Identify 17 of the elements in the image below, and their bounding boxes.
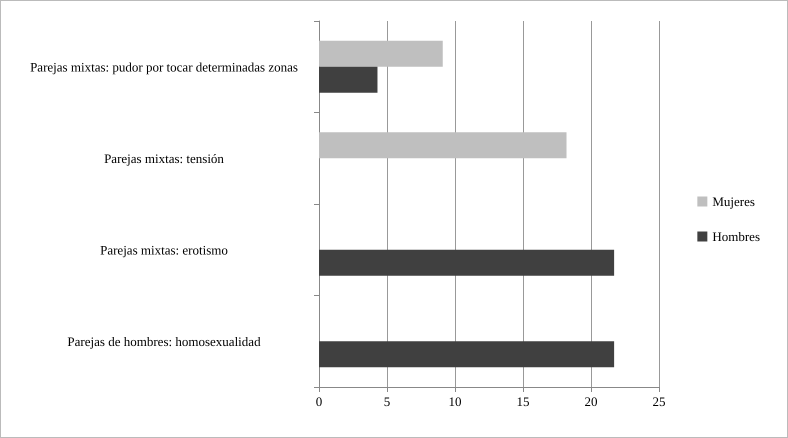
bar — [319, 132, 567, 158]
y-tick-label: Parejas de hombres: homosexualidad — [67, 334, 262, 349]
bar — [319, 66, 378, 93]
legend-label: Mujeres — [712, 194, 755, 209]
x-tick-label: 15 — [516, 394, 530, 409]
x-tick-label: 5 — [384, 394, 390, 409]
x-tick-label: 10 — [448, 394, 462, 409]
y-tick-label: Parejas mixtas: tensión — [104, 150, 224, 166]
y-tick-label: Parejas mixtas: pudor por tocar determinadas zonas — [30, 59, 298, 74]
x-tick-label: 20 — [584, 394, 598, 409]
bar — [319, 341, 614, 368]
x-tick-label: 0 — [316, 394, 322, 409]
bar — [319, 40, 443, 67]
legend-label: Hombres — [712, 229, 760, 244]
x-tick-label: 25 — [652, 394, 666, 409]
bar — [319, 250, 614, 276]
y-tick-label: Parejas mixtas: erotismo — [100, 242, 228, 258]
